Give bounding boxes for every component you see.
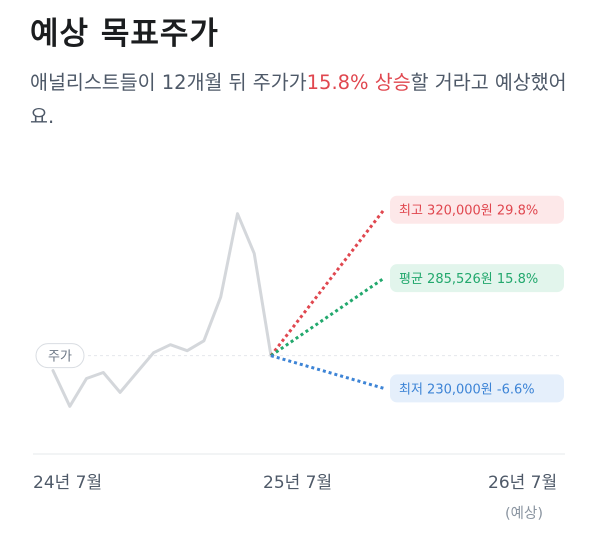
x-tick-label: 25년 7월 [263, 473, 332, 493]
price-history-line [51, 212, 273, 408]
target-label-avg: 평균 285,526원 15.8% [399, 272, 538, 287]
target-label-low: 최저 230,000원 -6.6% [399, 382, 535, 397]
x-tick-label: 24년 7월 [33, 473, 102, 493]
upside-highlight: 15.8% 상승 [306, 71, 411, 94]
forecast-description: 애널리스트들이 12개월 뒤 주가가15.8% 상승할 거라고 예상했어요. [30, 66, 575, 134]
target-tag-high [390, 195, 564, 224]
target-tag-avg [390, 264, 564, 293]
target-label-high: 최고 320,000원 29.8% [399, 204, 538, 219]
x-tick-sublabel: (예상) [505, 505, 543, 522]
target-tag-low [390, 374, 564, 403]
price-label: 주가 [48, 350, 72, 365]
target-line-avg [270, 276, 385, 357]
page-title: 예상 목표주가 [30, 16, 219, 52]
price-label-pill [35, 343, 85, 369]
description-prefix: 애널리스트들이 12개월 뒤 주가가 [30, 71, 307, 94]
x-tick-label: 26년 7월 [488, 473, 557, 493]
description-suffix: 할 거라고 예상했어요. [30, 71, 567, 128]
target-line-low [270, 354, 385, 390]
target-line-high [269, 208, 386, 357]
